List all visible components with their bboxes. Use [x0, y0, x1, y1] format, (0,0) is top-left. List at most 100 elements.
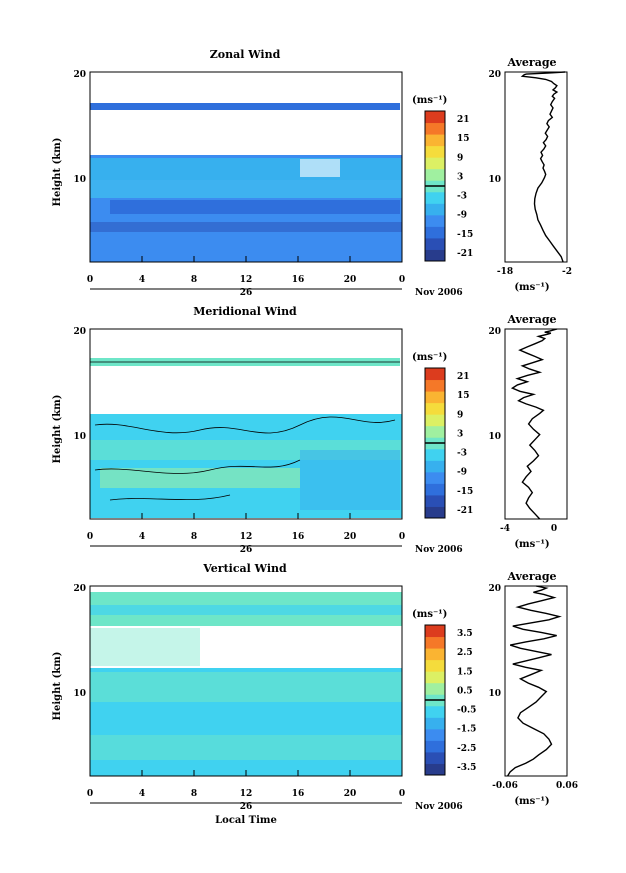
- zonal-wind-month-label: Nov 2006: [415, 288, 463, 298]
- meridional-average-frame: [504, 328, 568, 520]
- zonal-wind-xtick-0: 0: [87, 275, 93, 285]
- colorbar-tick-label: -2.5: [457, 744, 476, 754]
- vertical-wind-gap-noise: [90, 628, 200, 666]
- colorbar-swatch: [425, 122, 445, 135]
- zonal-average-xtick-min: -18: [497, 267, 513, 277]
- colorbar-tick-label: -9: [457, 468, 467, 478]
- zonal-average-xtick-max: -2: [562, 267, 572, 277]
- colorbar-swatch: [425, 471, 445, 484]
- colorbar-swatch: [425, 379, 445, 392]
- colorbar-tick-label: 15: [457, 391, 470, 401]
- colorbar-swatch: [425, 134, 445, 147]
- zonal-wind-xtick-24: 0: [399, 275, 405, 285]
- vertical-wind-xlabel: Local Time: [215, 815, 277, 826]
- colorbar-swatch: [425, 368, 445, 381]
- meridional-wind-xtick-12: 12: [240, 532, 253, 542]
- vertical-wind-month-label: Nov 2006: [415, 802, 463, 812]
- vertical-wind-ytick-10: 10: [73, 689, 86, 699]
- colorbar-swatch: [425, 460, 445, 473]
- colorbar-tick-label: -1.5: [457, 725, 476, 735]
- meridional-wind-xtick-16: 16: [292, 532, 305, 542]
- zonal-wind-title: Zonal Wind: [210, 48, 281, 61]
- colorbar-swatch: [425, 226, 445, 239]
- colorbar-tick-label: 2.5: [457, 648, 473, 658]
- colorbar-tick-label: -15: [457, 487, 473, 497]
- colorbar-swatch: [425, 682, 445, 695]
- colorbar-swatch: [425, 145, 445, 158]
- meridional-average-ytick-20: 20: [488, 327, 501, 337]
- zonal-wind-xtick-20: 20: [344, 275, 357, 285]
- colorbar-tick-label: -3: [457, 449, 467, 459]
- vertical-wind-cbar-unit: (ms⁻¹): [412, 609, 447, 620]
- vertical-average-title: Average: [506, 570, 556, 583]
- meridional-wind-month-label: Nov 2006: [415, 545, 463, 555]
- colorbar-tick-label: -9: [457, 211, 467, 221]
- meridional-wind-x-ticks: [89, 513, 403, 519]
- zonal-average-frame: [504, 71, 568, 263]
- zonal-wind-panel: Zonal Wind 0 4 8 12 16 20 0 10 20 Height…: [52, 48, 473, 298]
- zonal-wind-ytick-20: 20: [73, 70, 86, 80]
- zonal-wind-colorbar: 21 15 9 3 -3 -9 -15 -21: [424, 110, 473, 262]
- vertical-wind-xtick-4: 4: [139, 789, 145, 799]
- meridional-wind-ytick-20: 20: [73, 327, 86, 337]
- colorbar-tick-label: 0.5: [457, 686, 473, 696]
- meridional-average-line: [510, 328, 558, 520]
- colorbar-swatch: [425, 214, 445, 227]
- colorbar-swatch: [425, 249, 445, 262]
- vertical-wind-title: Vertical Wind: [202, 562, 287, 575]
- meridional-average-panel: Average -4 0 10 20 (ms⁻¹): [488, 313, 568, 550]
- vertical-average-panel: Average -0.06 0.06 10 20 (ms⁻¹): [488, 570, 577, 807]
- meridional-wind-band-b: [100, 468, 300, 488]
- zonal-wind-band-mid: [90, 180, 402, 198]
- zonal-average-line: [520, 71, 566, 263]
- colorbar-swatch: [425, 237, 445, 250]
- vertical-average-ytick-10: 10: [488, 689, 501, 699]
- colorbar-swatch: [425, 111, 445, 124]
- colorbar-tick-label: 1.5: [457, 667, 473, 677]
- colorbar-swatch: [425, 751, 445, 764]
- meridional-wind-title: Meridional Wind: [193, 305, 297, 318]
- vertical-average-xtick-min: -0.06: [492, 781, 518, 791]
- colorbar-tick-label: -0.5: [457, 706, 476, 716]
- zonal-wind-band-core: [110, 200, 400, 214]
- colorbar-tick-label: 15: [457, 134, 470, 144]
- vertical-wind-xtick-0: 0: [87, 789, 93, 799]
- zonal-wind-gap: [300, 159, 340, 177]
- meridional-wind-xtick-0: 0: [87, 532, 93, 542]
- meridional-average-title: Average: [506, 313, 556, 326]
- meridional-wind-ylabel: Height (km): [52, 395, 63, 464]
- colorbar-swatch: [425, 483, 445, 496]
- colorbar-swatch: [425, 740, 445, 753]
- vertical-average-xlabel: (ms⁻¹): [514, 796, 549, 807]
- colorbar-swatch: [425, 391, 445, 404]
- colorbar-swatch: [425, 671, 445, 684]
- colorbar-tick-label: 3: [457, 172, 463, 182]
- colorbar-swatch: [425, 659, 445, 672]
- colorbar-swatch: [425, 705, 445, 718]
- meridional-wind-xtick-20: 20: [344, 532, 357, 542]
- meridional-wind-xtick-4: 4: [139, 532, 145, 542]
- vertical-wind-ytick-20: 20: [73, 584, 86, 594]
- meridional-wind-date-label: 26: [240, 545, 253, 555]
- colorbar-swatch: [425, 636, 445, 649]
- zonal-average-panel: Average -18 -2 10 20 (ms⁻¹): [488, 56, 572, 293]
- meridional-wind-heatmap: [90, 358, 402, 518]
- meridional-wind-panel: Meridional Wind 0 4 8 12 16 20 0 10 20 H…: [52, 305, 473, 555]
- zonal-wind-band-light: [90, 158, 402, 180]
- vertical-wind-xtick-20: 20: [344, 789, 357, 799]
- zonal-wind-xtick-8: 8: [191, 275, 197, 285]
- vertical-wind-band-high: [90, 605, 402, 615]
- colorbar-swatch: [425, 625, 445, 638]
- colorbar-swatch: [425, 494, 445, 507]
- vertical-wind-colorbar: 3.5 2.5 1.5 0.5 -0.5 -1.5 -2.5 -3.5: [424, 624, 476, 776]
- colorbar-swatch: [425, 648, 445, 661]
- zonal-wind-xtick-12: 12: [240, 275, 253, 285]
- zonal-wind-band-core2: [90, 222, 402, 232]
- meridional-wind-cbar-unit: (ms⁻¹): [412, 352, 447, 363]
- colorbar-tick-label: -3: [457, 192, 467, 202]
- colorbar-swatch: [425, 203, 445, 216]
- vertical-average-ytick-20: 20: [488, 584, 501, 594]
- zonal-wind-xtick-16: 16: [292, 275, 305, 285]
- vertical-average-xtick-max: 0.06: [556, 781, 578, 791]
- zonal-wind-date-label: 26: [240, 288, 253, 298]
